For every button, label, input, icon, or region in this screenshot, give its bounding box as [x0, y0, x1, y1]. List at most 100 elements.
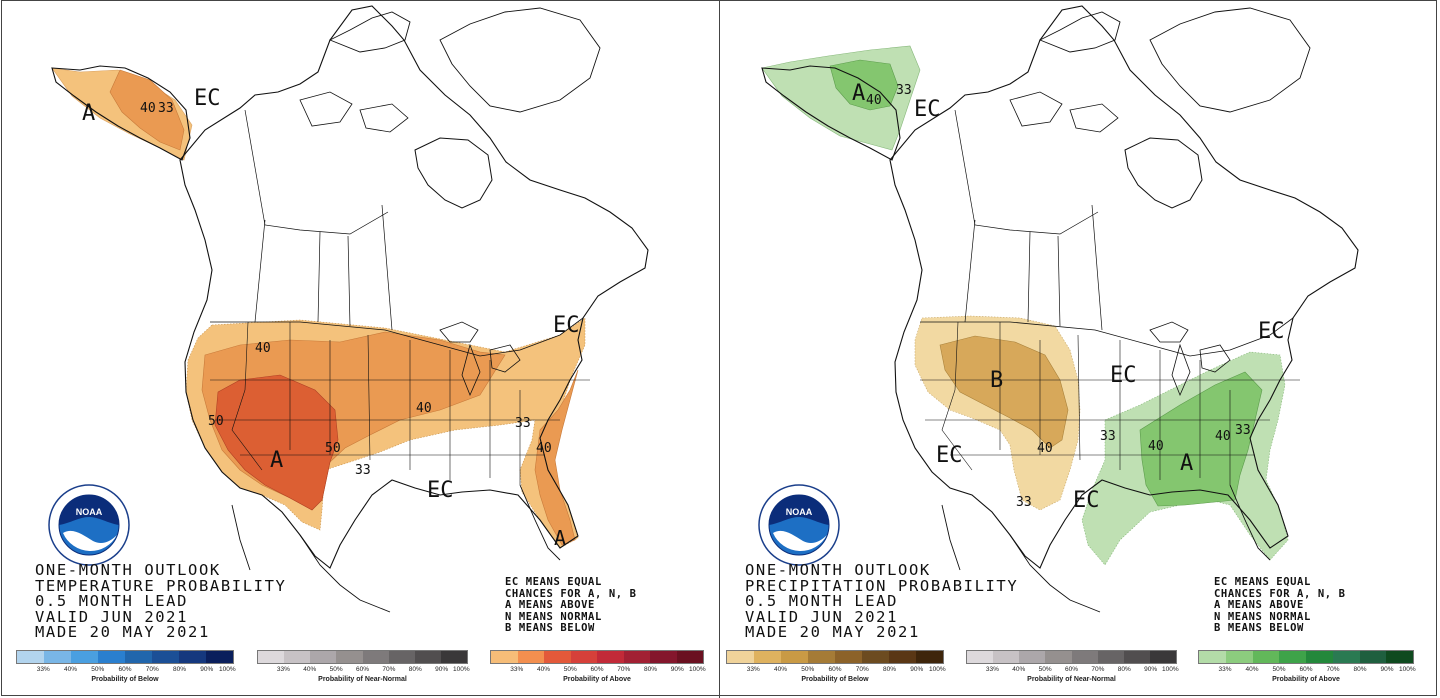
noaa-logo-icon: NOAA — [758, 484, 840, 566]
title-line: 0.5 MONTH LEAD — [35, 592, 189, 610]
temperature-outlook-title: ONE-MONTH OUTLOOK TEMPERATURE PROBABILIT… — [35, 562, 286, 641]
map-label: 40 — [1148, 439, 1164, 454]
colorbar-swatch — [1332, 651, 1360, 663]
colorbar-tick-label: 40% — [303, 666, 317, 673]
colorbar-swatch — [1279, 651, 1306, 663]
alaska-above-40-region — [109, 69, 185, 151]
colorbar-tick-label: 80% — [882, 666, 897, 673]
map-label: A — [270, 448, 283, 473]
precipitation-outlook-title: ONE-MONTH OUTLOOK PRECIPITATION PROBABIL… — [745, 561, 1018, 641]
colorbar-swatch — [1019, 651, 1046, 663]
colorbar-swatch — [727, 651, 754, 663]
map-label: EC — [914, 97, 941, 122]
colorbar-tick-label: 60% — [828, 666, 842, 673]
colorbar-tick-label: 80% — [1117, 666, 1131, 673]
alaska-precip-above-33-region — [761, 45, 921, 151]
colorbar-ticks: 33% 40% 50% 60% 70% 80% 90% 100% — [16, 666, 236, 676]
colorbar-tick-label: 33% — [510, 666, 524, 673]
colorbar-swatch — [597, 651, 624, 663]
map-label: 33 — [355, 463, 371, 478]
svg-text:NOAA: NOAA — [786, 507, 813, 517]
colorbar-swatches — [966, 650, 1177, 664]
colorbar-tick-label: 100% — [219, 666, 236, 673]
colorbar-probability-of-near-normal: 33% 40% 50% 60% 70% 80% 90% 100% Probability of … — [966, 650, 1179, 686]
colorbar-tick-label: 70% — [1326, 666, 1340, 673]
colorbar-swatch — [1123, 651, 1150, 663]
title-line: ONE-MONTH OUTLOOK — [745, 561, 931, 579]
title-line: 0.5 MONTH LEAD — [745, 592, 899, 610]
title-line: VALID JUN 2021 — [745, 607, 899, 626]
legend-line: CHANCES FOR A, N, B — [1214, 587, 1346, 600]
colorbar-ticks: 33% 40% 50% 60% 70% 80% 90% 100% — [726, 666, 946, 676]
colorbar-tick-label: 40% — [773, 666, 788, 673]
colorbar-title: Probability of Above — [563, 676, 631, 683]
map-label: A — [852, 81, 865, 106]
map-label: EC — [427, 478, 454, 503]
title-line: MADE 20 MAY 2021 — [745, 623, 920, 641]
map-label: EC — [1073, 488, 1100, 513]
map-label: 33 — [896, 83, 912, 98]
colorbar-tick-label: 60% — [1299, 666, 1313, 673]
temperature-legend-text: EC MEANS EQUAL CHANCES FOR A, N, B A MEA… — [505, 576, 637, 635]
colorbar-tick-label: 70% — [617, 666, 631, 673]
colorbar-swatch — [650, 651, 677, 663]
colorbar-tick-label: 33% — [746, 666, 760, 673]
map-label: 40 — [1215, 429, 1231, 444]
map-label: EC — [1258, 319, 1285, 344]
colorbar-swatch — [835, 651, 862, 663]
colorbar-swatch — [889, 651, 916, 663]
colorbar-tick-label: 90% — [1380, 666, 1394, 673]
colorbar-swatch — [310, 651, 337, 663]
title-line: VALID JUN 2021 — [35, 607, 189, 626]
colorbar-tick-label: 70% — [855, 666, 869, 673]
svg-text:NOAA: NOAA — [76, 507, 103, 517]
legend-line: CHANCES FOR A, N, B — [505, 587, 637, 600]
colorbar-swatch — [1149, 651, 1176, 663]
colorbar-ticks: 33% 40% 50% 60% 70% 80% 90% 100% — [490, 666, 706, 676]
temperature-map — [51, 5, 649, 613]
colorbar-tick-label: 100% — [1399, 666, 1416, 673]
legend-line: B MEANS BELOW — [505, 622, 595, 634]
colorbar-tick-label: 50% — [329, 666, 343, 673]
colorbar-swatch — [258, 651, 285, 663]
precipitation-legend-text: EC MEANS EQUAL CHANCES FOR A, N, B A MEA… — [1214, 576, 1346, 635]
colorbar-swatch — [1045, 651, 1072, 663]
colorbar-swatch — [1306, 651, 1333, 663]
map-label: 40 — [140, 101, 156, 116]
colorbar-tick-label: 60% — [1064, 666, 1079, 673]
colorbar-probability-of-near-normal: 33% 40% 50% 60% 70% 80% 90% 100% Probability of … — [257, 650, 470, 686]
colorbar-swatch — [1071, 651, 1098, 663]
colorbar-swatch — [152, 651, 179, 663]
map-label: 40 — [1037, 441, 1053, 456]
map-label: 50 — [325, 441, 341, 456]
colorbar-swatch — [1359, 651, 1387, 663]
legend-line: B MEANS BELOW — [1214, 622, 1304, 634]
colorbar-swatch — [862, 651, 889, 663]
legend-line: N MEANS NORMAL — [505, 610, 602, 623]
colorbar-tick-label: 90% — [200, 666, 214, 673]
map-label: EC — [1110, 363, 1137, 388]
colorbar-tick-label: 80% — [1353, 666, 1367, 673]
map-label: EC — [194, 86, 221, 111]
colorbar-swatch — [179, 651, 206, 663]
colorbar-swatches — [16, 650, 234, 664]
colorbar-swatch — [17, 651, 44, 663]
colorbar-tick-label: 70% — [1091, 666, 1105, 673]
map-label: A — [82, 101, 95, 126]
colorbar-tick-label: 60% — [355, 666, 370, 673]
colorbar-tick-label: 100% — [689, 666, 706, 673]
colorbar-tick-label: 60% — [118, 666, 132, 673]
colorbar-swatch — [491, 651, 518, 663]
colorbar-title: Probability of Near-Normal — [1027, 676, 1116, 683]
colorbar-tick-label: 50% — [1038, 666, 1052, 673]
colorbar-tick-label: 80% — [643, 666, 658, 673]
colorbar-tick-label: 90% — [910, 666, 924, 673]
colorbar-tick-label: 100% — [929, 666, 946, 673]
colorbar-probability-of-below: 33% 40% 50% 60% 70% 80% 90% 100% Probability of … — [726, 650, 946, 686]
colorbar-ticks: 33% 40% 50% 60% 70% 80% 90% 100% — [257, 666, 470, 676]
map-label: 40 — [866, 93, 882, 108]
colorbar-tick-label: 70% — [145, 666, 159, 673]
colorbar-ticks: 33% 40% 50% 60% 70% 80% 90% 100% — [966, 666, 1179, 676]
colorbar-swatch — [623, 651, 650, 663]
